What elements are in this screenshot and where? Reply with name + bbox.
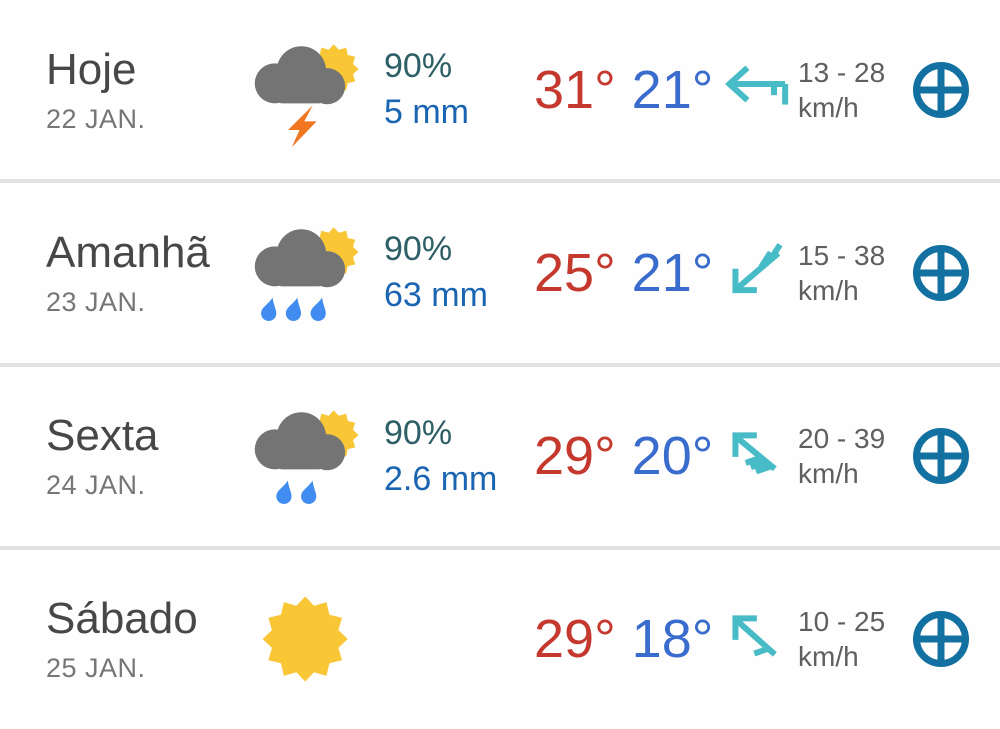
wind-direction-cell xyxy=(720,58,798,122)
wind-barb-arrow-southwest-icon xyxy=(732,242,783,294)
forecast-row[interactable]: Hoje 22 JAN. 90% 5 mm 31° 21° xyxy=(0,0,1000,180)
wind-barb-arrow-west-icon xyxy=(724,65,789,105)
condition-icon-cell xyxy=(246,580,384,698)
precip-chance: 90% xyxy=(384,413,453,452)
forecast-row[interactable]: Amanhã 23 JAN. 90% 63 mm xyxy=(0,183,1000,363)
add-circle-icon xyxy=(913,61,969,118)
expand-day-button[interactable] xyxy=(912,244,970,302)
precipitation-cell: 90% 2.6 mm xyxy=(384,414,534,499)
low-temperature: 21° xyxy=(631,59,714,120)
light-rain-cloud-sun-icon xyxy=(254,410,359,505)
row-divider xyxy=(0,362,1000,367)
day-name: Hoje xyxy=(46,44,137,94)
wind-speed-cell: 15 - 38 km/h xyxy=(798,238,908,308)
day-cell: Amanhã 23 JAN. xyxy=(46,228,246,318)
low-temperature: 18° xyxy=(631,609,714,670)
storm-cloud-sun-lightning-icon xyxy=(254,43,359,147)
wind-range: 13 - 28 xyxy=(798,56,886,88)
wind-unit: km/h xyxy=(798,91,859,123)
add-circle-icon xyxy=(913,244,969,301)
wind-range: 10 - 25 xyxy=(798,606,886,638)
add-circle-icon xyxy=(913,428,969,485)
wind-direction-cell xyxy=(720,424,798,488)
condition-icon-cell xyxy=(246,397,384,515)
condition-icon-cell xyxy=(246,31,384,149)
wind-unit: km/h xyxy=(798,458,859,490)
wind-range: 20 - 39 xyxy=(798,423,886,455)
day-name: Sexta xyxy=(46,411,159,461)
sunny-icon xyxy=(262,596,348,682)
wind-unit: km/h xyxy=(798,274,859,306)
wind-unit: km/h xyxy=(798,641,859,673)
high-temperature: 29° xyxy=(534,426,616,487)
day-cell: Sábado 25 JAN. xyxy=(46,594,246,684)
precip-amount: 5 mm xyxy=(384,93,469,132)
wind-barb-arrow-northwest-icon xyxy=(732,432,777,475)
add-circle-icon xyxy=(913,611,969,668)
wind-barb-arrow-northwest-icon xyxy=(732,615,777,658)
precipitation-cell: 90% 63 mm xyxy=(384,230,534,315)
temperature-cell: 25° 21° xyxy=(534,242,720,304)
day-date: 24 JAN. xyxy=(46,470,146,501)
precipitation-cell xyxy=(384,636,534,643)
precipitation-cell: 90% 5 mm xyxy=(384,47,534,132)
precip-chance: 90% xyxy=(384,230,453,269)
forecast-row[interactable]: Sexta 24 JAN. 90% 2.6 mm xyxy=(0,366,1000,546)
high-temperature: 31° xyxy=(534,59,616,120)
rain-cloud-sun-icon xyxy=(254,227,359,321)
day-date: 22 JAN. xyxy=(46,103,146,134)
wind-speed-cell: 20 - 39 km/h xyxy=(798,421,908,491)
wind-direction-cell xyxy=(720,607,798,671)
expand-day-button[interactable] xyxy=(912,610,970,668)
day-date: 25 JAN. xyxy=(46,653,146,684)
condition-icon-cell xyxy=(246,214,384,332)
high-temperature: 25° xyxy=(534,242,616,303)
wind-direction-cell xyxy=(720,241,798,305)
wind-speed-cell: 13 - 28 km/h xyxy=(798,55,908,125)
temperature-cell: 29° 18° xyxy=(534,608,720,670)
high-temperature: 29° xyxy=(534,609,616,670)
wind-range: 15 - 38 xyxy=(798,239,886,271)
wind-speed-cell: 10 - 25 km/h xyxy=(798,604,908,674)
day-name: Sábado xyxy=(46,594,198,644)
temperature-cell: 29° 20° xyxy=(534,425,720,487)
row-divider xyxy=(0,545,1000,550)
precip-amount: 2.6 mm xyxy=(384,459,498,498)
precip-chance: 90% xyxy=(384,47,453,86)
day-date: 23 JAN. xyxy=(46,286,146,317)
day-cell: Hoje 22 JAN. xyxy=(46,45,246,135)
precip-amount: 63 mm xyxy=(384,276,488,315)
expand-day-button[interactable] xyxy=(912,61,970,119)
expand-day-button[interactable] xyxy=(912,427,970,485)
low-temperature: 20° xyxy=(631,426,714,487)
day-cell: Sexta 24 JAN. xyxy=(46,411,246,501)
day-name: Amanhã xyxy=(46,227,210,277)
low-temperature: 21° xyxy=(631,242,714,303)
forecast-row[interactable]: Sábado 25 JAN. 29° 18° 10 - 25 km/h xyxy=(0,549,1000,729)
temperature-cell: 31° 21° xyxy=(534,59,720,121)
row-divider xyxy=(0,179,1000,184)
